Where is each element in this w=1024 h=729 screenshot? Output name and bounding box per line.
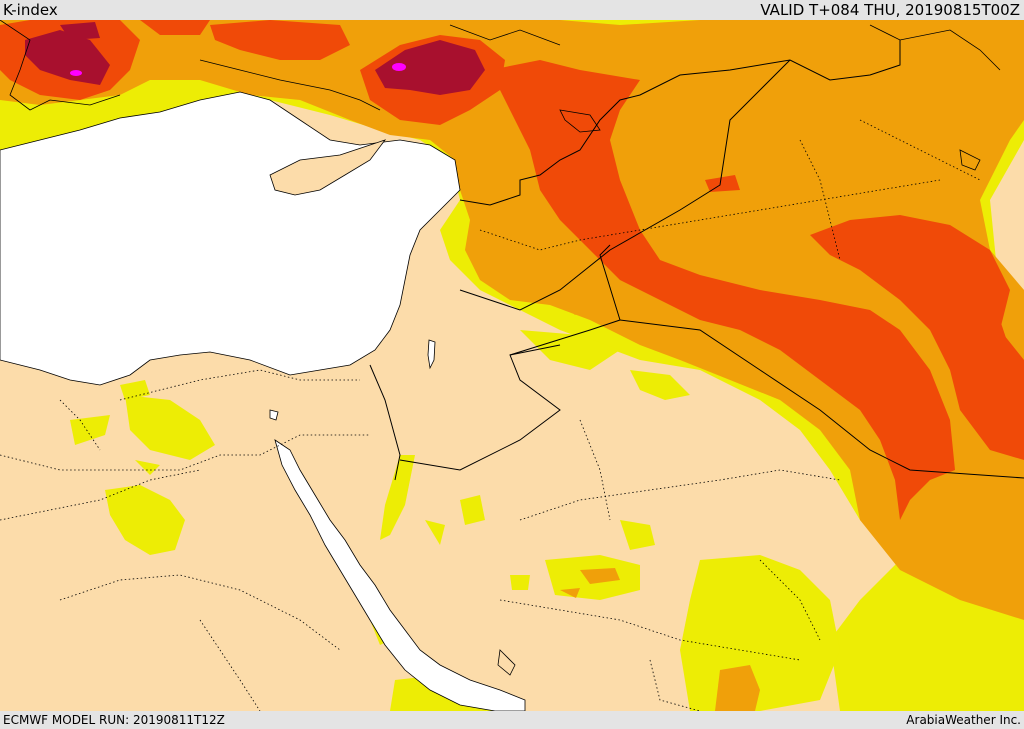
k-index-peak-zones [70, 63, 406, 76]
map-title: K-index [3, 1, 58, 19]
map-canvas [0, 20, 1024, 711]
model-run-label: ECMWF MODEL RUN: 20190811T12Z [3, 713, 225, 727]
header-bar: K-index VALID T+084 THU, 20190815T00Z [0, 0, 1024, 20]
country-borders [369, 40, 1024, 481]
dead-sea [427, 339, 436, 370]
valid-time: VALID T+084 THU, 20190815T00Z [760, 1, 1020, 19]
k-index-map[interactable] [0, 20, 1024, 711]
coastlines [0, 20, 1001, 676]
credit-label: ArabiaWeather Inc. [906, 713, 1021, 727]
cyprus-island [269, 139, 387, 196]
footer-bar: ECMWF MODEL RUN: 20190811T12Z ArabiaWeat… [0, 711, 1024, 729]
red-sea [274, 439, 526, 711]
province-borders [0, 119, 981, 711]
k-index-darkred-zones [25, 22, 485, 95]
